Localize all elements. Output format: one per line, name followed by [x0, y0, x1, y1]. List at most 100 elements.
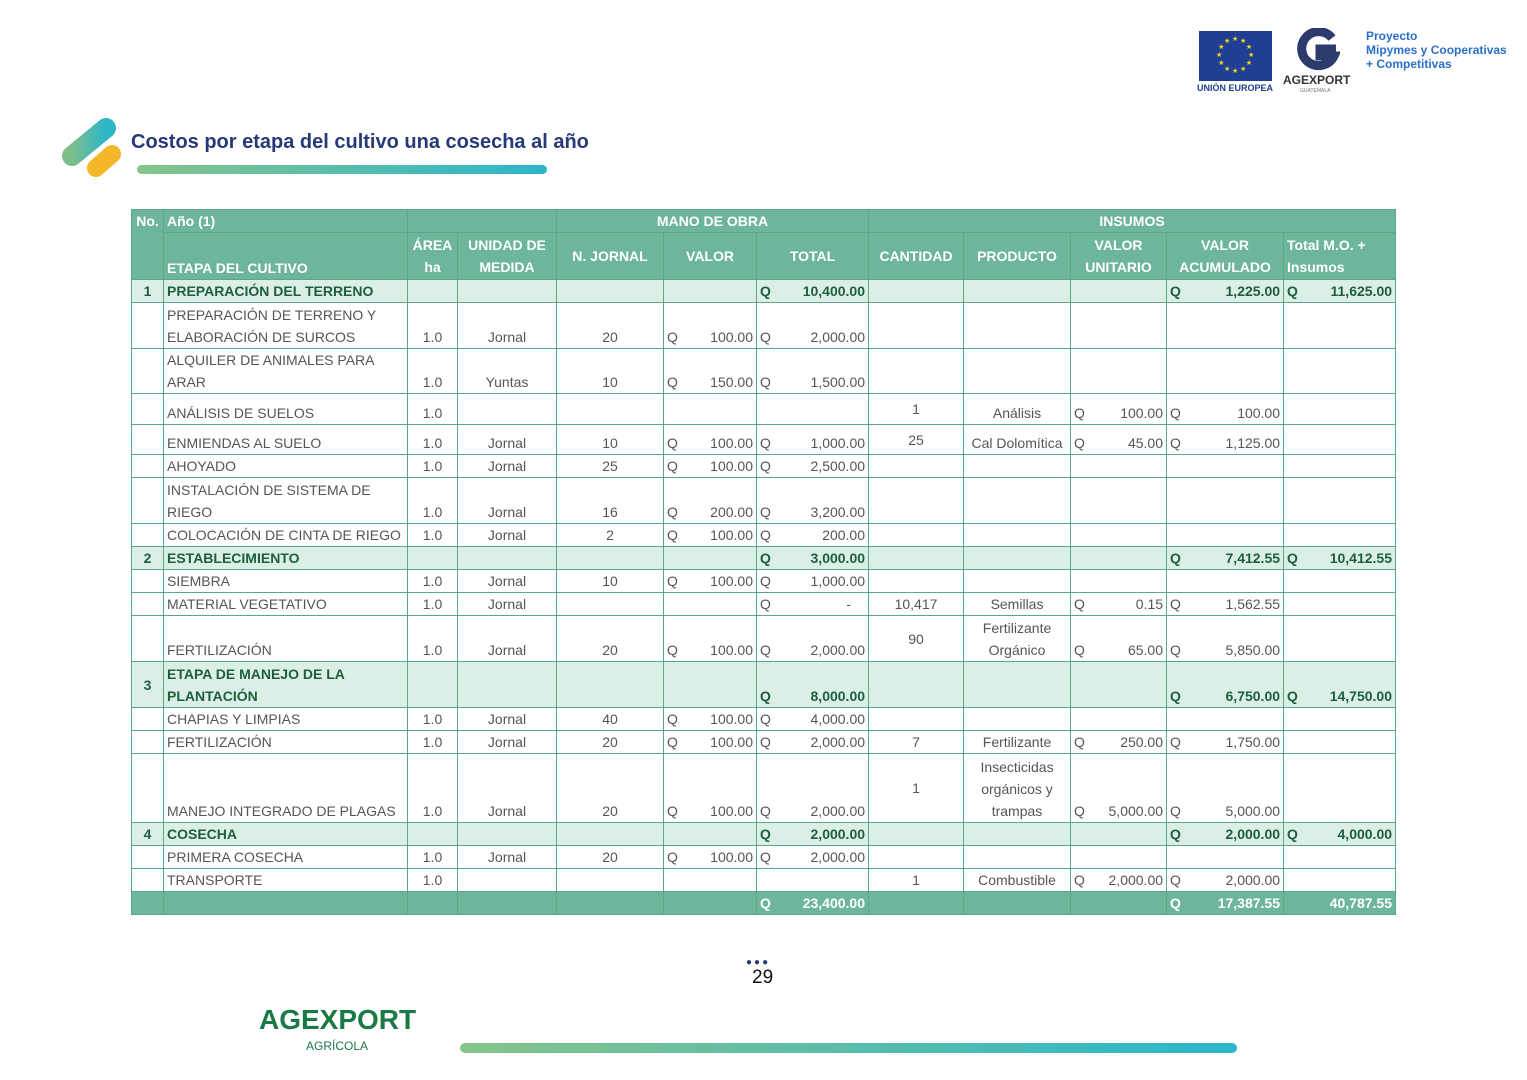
- cell-cantidad: [868, 822, 965, 846]
- cell-acumulado: Q 5,850.00: [1166, 615, 1285, 662]
- eu-star-icon: ★: [1218, 44, 1225, 51]
- cell-unidad: Jornal: [457, 424, 557, 455]
- amount: 5,000.00: [1225, 803, 1281, 819]
- cell-no: [131, 569, 164, 593]
- cell-unitario: [1070, 845, 1168, 869]
- cell-area: [407, 279, 458, 303]
- currency-symbol: Q: [760, 527, 771, 543]
- cell-no: 2: [131, 546, 164, 570]
- currency-symbol: Q: [760, 711, 771, 727]
- cell-unidad: Jornal: [457, 615, 557, 662]
- cell-acumulado: [1166, 302, 1285, 349]
- header-valor: VALOR: [663, 232, 757, 280]
- cell-etapa: FERTILIZACIÓN: [163, 615, 408, 662]
- cell-total-mo: [1283, 730, 1397, 754]
- amount: 3,000.00: [810, 550, 866, 566]
- amount: 10,412.55: [1329, 550, 1393, 566]
- cell-acumulado: [1166, 523, 1285, 547]
- currency-symbol: Q: [667, 458, 678, 474]
- header-row-columns: ETAPA DEL CULTIVO ÁREA ha UNIDAD DE MEDI…: [132, 232, 1397, 280]
- currency-symbol: Q: [1170, 688, 1181, 704]
- cell-unitario: [1070, 822, 1168, 846]
- cell-unitario: [1070, 661, 1168, 708]
- cell-producto: [963, 707, 1072, 731]
- cell-total-mo: [1283, 424, 1397, 455]
- amount: 100.00: [1120, 405, 1164, 421]
- amount: 17,387.55: [1217, 895, 1281, 911]
- amount: 150.00: [710, 374, 753, 390]
- project-line: Mipymes y Cooperativas: [1366, 43, 1507, 57]
- amount: 1,125.00: [1225, 435, 1281, 451]
- currency-symbol: Q: [760, 458, 771, 474]
- currency-symbol: Q: [1287, 688, 1298, 704]
- cell-unidad: Jornal: [457, 592, 557, 616]
- amount: 2,000.00: [810, 329, 866, 345]
- amount: 0.15: [1135, 596, 1164, 612]
- currency-symbol: Q: [760, 596, 771, 612]
- cell-total-mo: 40,787.55: [1283, 891, 1397, 915]
- section-row: 4 COSECHA Q 2,000.00 Q 2,000.00 Q 4,000.00: [131, 822, 1397, 846]
- amount: 4,000.00: [1337, 826, 1393, 842]
- cell-total: Q 2,000.00: [755, 730, 870, 754]
- cell-etapa: ETAPA DE MANEJO DE LA PLANTACIÓN: [163, 661, 408, 708]
- table-row: PREPARACIÓN DE TERRENO Y ELABORACIÓN DE …: [131, 302, 1397, 349]
- cell-jornal: 20: [556, 845, 664, 869]
- cell-jornal: 20: [556, 730, 664, 754]
- cell-etapa: PREPARACIÓN DEL TERRENO: [163, 279, 408, 303]
- cell-acumulado: [1166, 569, 1285, 593]
- cell-unidad: [457, 891, 557, 915]
- cell-cantidad: [868, 707, 965, 731]
- title-decoration-icon: [62, 118, 121, 177]
- header-cantidad: CANTIDAD: [868, 232, 965, 280]
- table-row: COLOCACIÓN DE CINTA DE RIEGO 1.0 Jornal 2 Q 1…: [131, 523, 1397, 547]
- cell-no: [131, 424, 164, 455]
- cell-unitario: [1070, 546, 1168, 570]
- cell-total: Q 3,200.00: [755, 477, 870, 524]
- amount: 100.00: [710, 527, 753, 543]
- cell-jornal: 2: [556, 523, 664, 547]
- cell-unidad: [457, 822, 557, 846]
- currency-symbol: Q: [760, 849, 771, 865]
- cell-jornal: 10: [556, 424, 664, 455]
- cell-total-mo: [1283, 477, 1397, 524]
- currency-symbol: Q: [760, 283, 771, 299]
- cell-acumulado: [1166, 477, 1285, 524]
- currency-symbol: Q: [760, 374, 771, 390]
- totals-row: Q 23,400.00 Q 17,387.55 40,787.55: [131, 891, 1397, 915]
- cell-unitario: Q 250.00: [1070, 730, 1168, 754]
- cell-producto: Fertilizante Orgánico: [963, 615, 1072, 662]
- cell-total-mo: [1283, 868, 1397, 892]
- section-row: 3 ETAPA DE MANEJO DE LA PLANTACIÓN Q 8,000.…: [131, 661, 1397, 708]
- cell-total: Q 1,500.00: [755, 348, 870, 394]
- cell-unidad: Jornal: [457, 753, 557, 823]
- eu-star-icon: ★: [1232, 36, 1239, 43]
- header-unidad: UNIDAD DE MEDIDA: [457, 232, 557, 280]
- agexport-logo-subtext: GUATEMALA: [1300, 88, 1331, 94]
- amount: 2,000.00: [810, 642, 866, 658]
- cell-cantidad: [868, 891, 965, 915]
- cell-unitario: [1070, 279, 1168, 303]
- header-area: ÁREA ha: [407, 232, 458, 280]
- cell-unitario: [1070, 891, 1168, 915]
- currency-symbol: Q: [760, 504, 771, 520]
- currency-symbol: Q: [1287, 283, 1298, 299]
- cell-etapa: ESTABLECIMIENTO: [163, 546, 408, 570]
- amount: 1,500.00: [810, 374, 866, 390]
- cell-producto: Semillas: [963, 592, 1072, 616]
- currency-symbol: Q: [1074, 596, 1085, 612]
- cell-unidad: [457, 661, 557, 708]
- cell-producto: [963, 302, 1072, 349]
- agexport-g-logo: [1297, 28, 1340, 71]
- currency-symbol: Q: [1170, 596, 1181, 612]
- cell-producto: Cal Dolomítica: [963, 424, 1072, 455]
- table-row: MATERIAL VEGETATIVO 1.0 Jornal Q -10,417 Semi…: [131, 592, 1397, 616]
- currency-symbol: Q: [1170, 895, 1181, 911]
- currency-symbol: Q: [760, 895, 771, 911]
- amount: 2,500.00: [810, 458, 866, 474]
- cell-unitario: [1070, 523, 1168, 547]
- cell-valor: [663, 661, 757, 708]
- cell-acumulado: Q 6,750.00: [1166, 661, 1285, 708]
- cell-etapa: MATERIAL VEGETATIVO: [163, 592, 408, 616]
- currency-symbol: Q: [1170, 405, 1181, 421]
- cell-unidad: Jornal: [457, 845, 557, 869]
